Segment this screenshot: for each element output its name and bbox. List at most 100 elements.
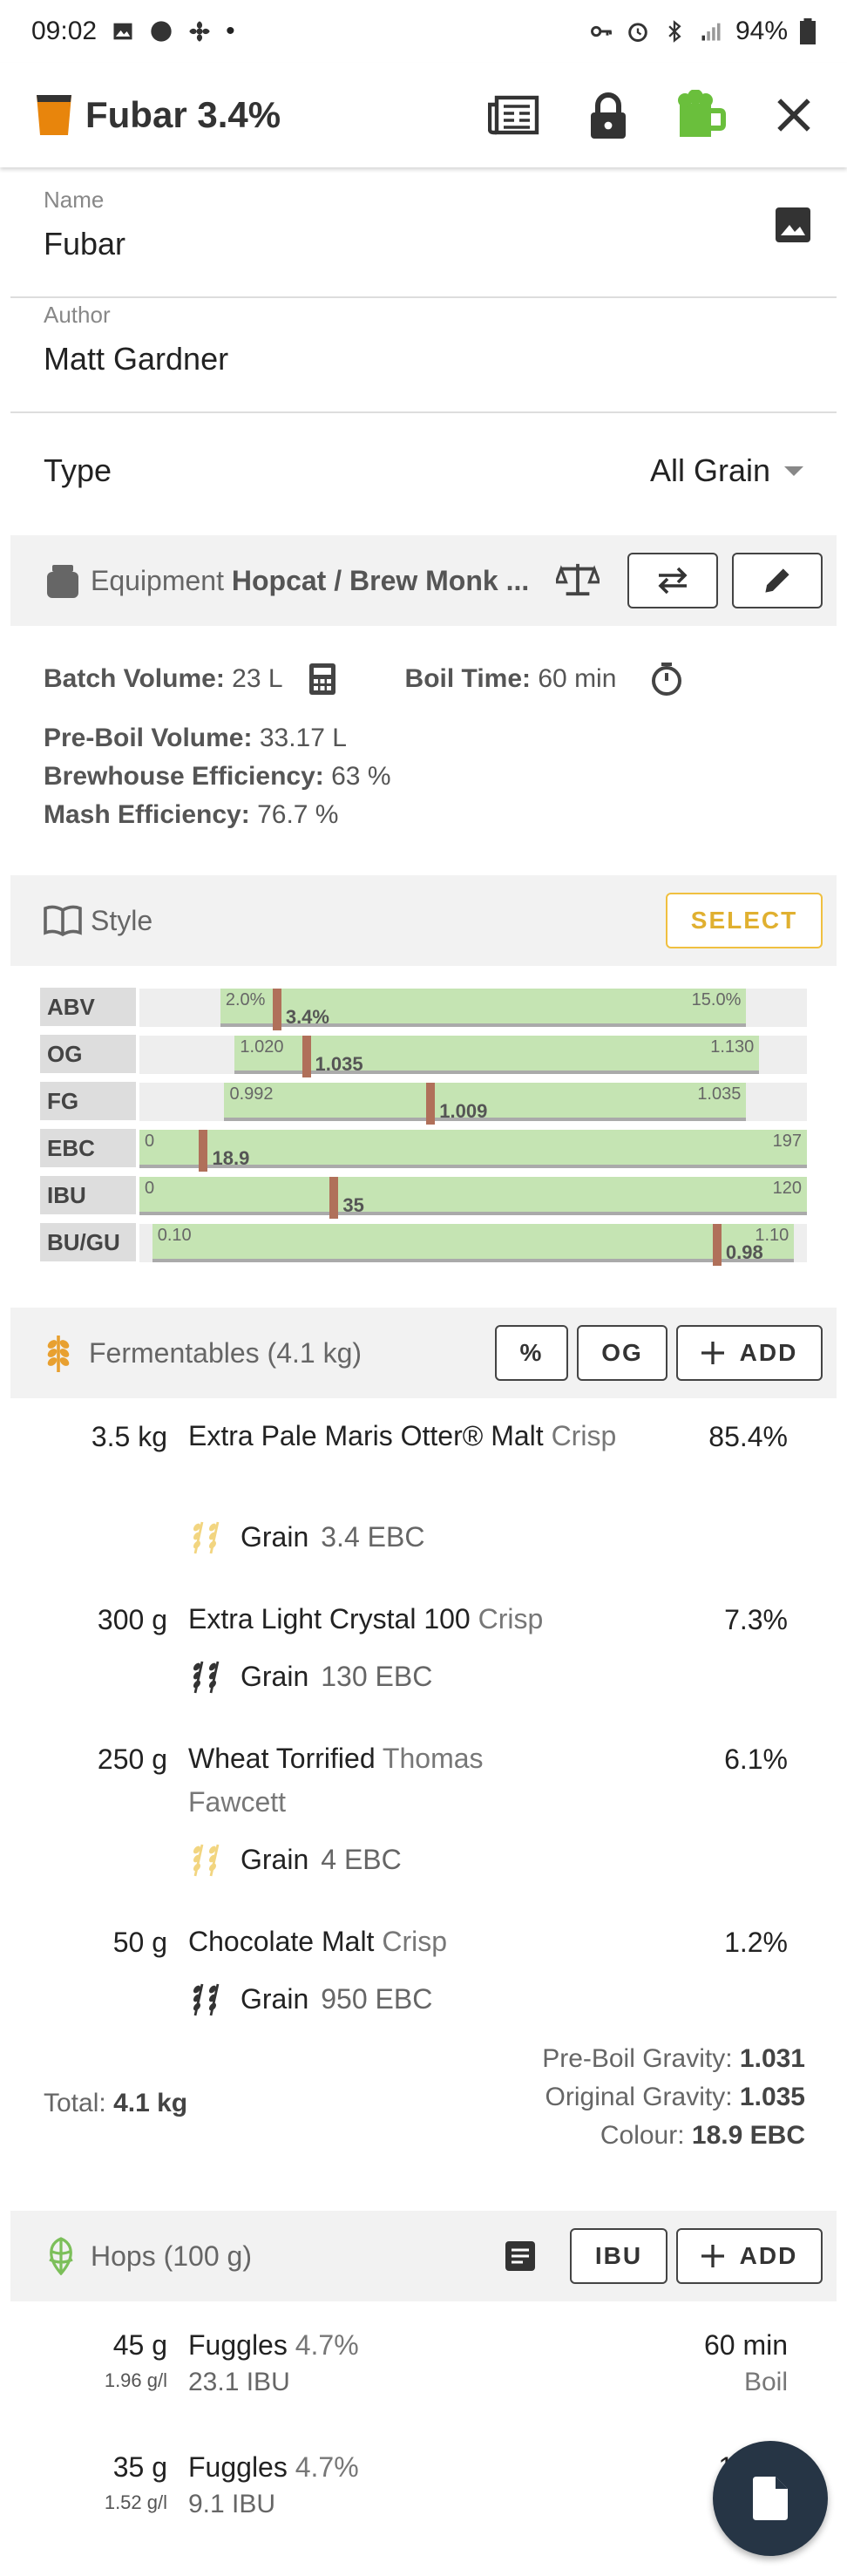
style-range-max: 1.035 [697, 1084, 742, 1104]
fermentables-total: Total: 4.1 kg [44, 2089, 188, 2117]
brewday-sheet-button[interactable] [488, 94, 540, 136]
type-select[interactable]: All Grain [650, 452, 803, 489]
add-hop-button[interactable]: ADD [676, 2228, 823, 2284]
style-range-bar [152, 1224, 795, 1262]
fermentable-percent: 7.3% [724, 1604, 788, 1635]
style-title[interactable]: Style [91, 904, 153, 936]
select-style-button[interactable]: SELECT [666, 893, 823, 948]
author-label: Author [44, 302, 111, 328]
hop-ibu: 9.1 IBU [188, 2490, 276, 2518]
equipment-title[interactable]: Equipment Hopcat / Brew Monk ... [91, 564, 530, 596]
fermentable-name: Extra Light Crystal 100 Crisp [188, 1603, 544, 1635]
signal-icon [701, 23, 721, 41]
equipment-info: Batch Volume: 23 L Boil Time: 60 min Pre… [44, 663, 810, 837]
hop-ibu: 23.1 IBU [188, 2368, 290, 2396]
hop-notes-button[interactable] [505, 2241, 535, 2271]
grain-dark-icon [193, 1661, 220, 1694]
wheat-icon [47, 1336, 70, 1372]
name-field[interactable]: Name Fubar [10, 187, 837, 298]
bluetooth-icon [668, 20, 681, 43]
style-row-label: EBC [40, 1129, 136, 1167]
style-value-marker [272, 989, 281, 1030]
style-range-min: 2.0% [225, 990, 266, 1009]
style-ranges-chart: ABV 2.0% 15.0% 3.4% OG 1.020 1.130 1.035 FG 0.992… [40, 983, 807, 1266]
style-row-og: OG 1.020 1.130 1.035 [40, 1030, 807, 1077]
app-notification-icon [151, 21, 172, 42]
hop-name: Fuggles 4.7% [188, 2451, 359, 2483]
status-bar: 09:02 • 94% [0, 0, 847, 63]
edit-equipment-button[interactable] [732, 553, 823, 608]
image-icon[interactable] [774, 206, 812, 244]
scale-button[interactable] [553, 561, 602, 602]
author-value[interactable]: Matt Gardner [44, 341, 229, 377]
swap-icon [658, 567, 688, 595]
style-value-label: 3.4% [285, 1006, 329, 1028]
style-value-label: 0.98 [725, 1241, 763, 1263]
style-row-label: BU/GU [40, 1223, 136, 1261]
style-track: 0.10 1.10 0.98 [139, 1224, 807, 1266]
percent-button[interactable]: % [495, 1325, 568, 1381]
style-range-min: 0.10 [157, 1226, 192, 1245]
og-button[interactable]: OG [577, 1325, 667, 1381]
style-row-label: IBU [40, 1176, 136, 1214]
balance-scale-icon [553, 563, 602, 595]
fermentable-percent: 85.4% [708, 1421, 788, 1452]
hop-time: 60 min [703, 2329, 788, 2361]
style-row-label: OG [40, 1035, 136, 1073]
author-field[interactable]: Author Matt Gardner [10, 302, 837, 413]
fermentable-details: Grain 950 EBC [188, 1981, 432, 2017]
kettle-icon [47, 565, 78, 598]
add-fermentable-button[interactable]: ADD [676, 1325, 823, 1381]
recipe-title: Fubar 3.4% [85, 94, 281, 135]
fermentable-item[interactable]: 250 g Wheat Torrified Thomas Fawcett 6.1… [44, 1743, 810, 1892]
type-value: All Grain [649, 452, 770, 488]
equipment-header: Equipment Hopcat / Brew Monk ... [10, 535, 837, 626]
fermentable-item[interactable]: 3.5 kg Extra Pale Maris Otter® Malt Cris… [44, 1420, 810, 1569]
style-range-max: 120 [772, 1179, 802, 1198]
brew-mode-button[interactable] [676, 90, 727, 140]
style-range-bar [139, 1130, 807, 1168]
document-icon [753, 2477, 788, 2520]
alarm-icon [628, 23, 647, 42]
close-button[interactable] [776, 97, 812, 133]
style-range-max: 15.0% [691, 990, 742, 1009]
swap-equipment-button[interactable] [627, 553, 718, 608]
hop-icon [49, 2237, 73, 2275]
style-value-label: 1.035 [315, 1053, 363, 1075]
style-value-marker [712, 1224, 722, 1266]
hop-qty: 45 g [112, 2329, 167, 2361]
style-value-marker [302, 1036, 311, 1077]
hop-item[interactable]: 45 g 1.96 g/l Fuggles 4.7% 23.1 IBU 60 m… [44, 2329, 810, 2416]
fermentable-ebc: 3.4 EBC [321, 1520, 425, 1553]
key-icon [590, 25, 612, 37]
lock-button[interactable] [589, 92, 627, 139]
lock-icon [591, 92, 626, 139]
timer-icon[interactable] [651, 663, 682, 696]
battery-icon [800, 18, 816, 44]
newspaper-icon [488, 95, 539, 135]
fermentables-header: Fermentables (4.1 kg) % OG ADD [10, 1308, 837, 1398]
ibu-button[interactable]: IBU [570, 2228, 667, 2284]
preboil-gravity: Pre-Boil Gravity: 1.031 [542, 2044, 805, 2073]
preboil-volume: 33.17 L [259, 724, 347, 752]
style-range-min: 0 [145, 1179, 155, 1198]
style-row-label: FG [40, 1082, 136, 1120]
hop-rate: 1.52 g/l [104, 2491, 167, 2513]
style-range-bar [139, 1177, 807, 1215]
style-range-bar [234, 1036, 760, 1074]
fermentable-ebc: 130 EBC [321, 1660, 433, 1692]
hop-item[interactable]: 35 g 1.52 g/l Fuggles 4.7% 9.1 IBU 10 [44, 2451, 810, 2539]
battery-percent: 94% [735, 17, 788, 45]
fermentable-item[interactable]: 300 g Extra Light Crystal 100 Crisp 7.3%… [44, 1603, 810, 1709]
style-range-min: 0.992 [229, 1084, 274, 1104]
fermentable-item[interactable]: 50 g Chocolate Malt Crisp 1.2% Grain 950 … [44, 1926, 810, 2031]
hops-title: Hops (100 g) [91, 2240, 252, 2272]
name-value[interactable]: Fubar [44, 226, 126, 262]
brew-sheet-fab[interactable] [713, 2441, 828, 2556]
fermentable-percent: 6.1% [724, 1743, 788, 1775]
fermentable-name: Wheat Torrified Thomas Fawcett [188, 1743, 484, 1818]
style-value-marker [329, 1177, 339, 1219]
calculator-icon[interactable] [308, 663, 335, 695]
type-label: Type [44, 452, 112, 488]
equipment-name: Hopcat / Brew Monk ... [231, 564, 530, 596]
